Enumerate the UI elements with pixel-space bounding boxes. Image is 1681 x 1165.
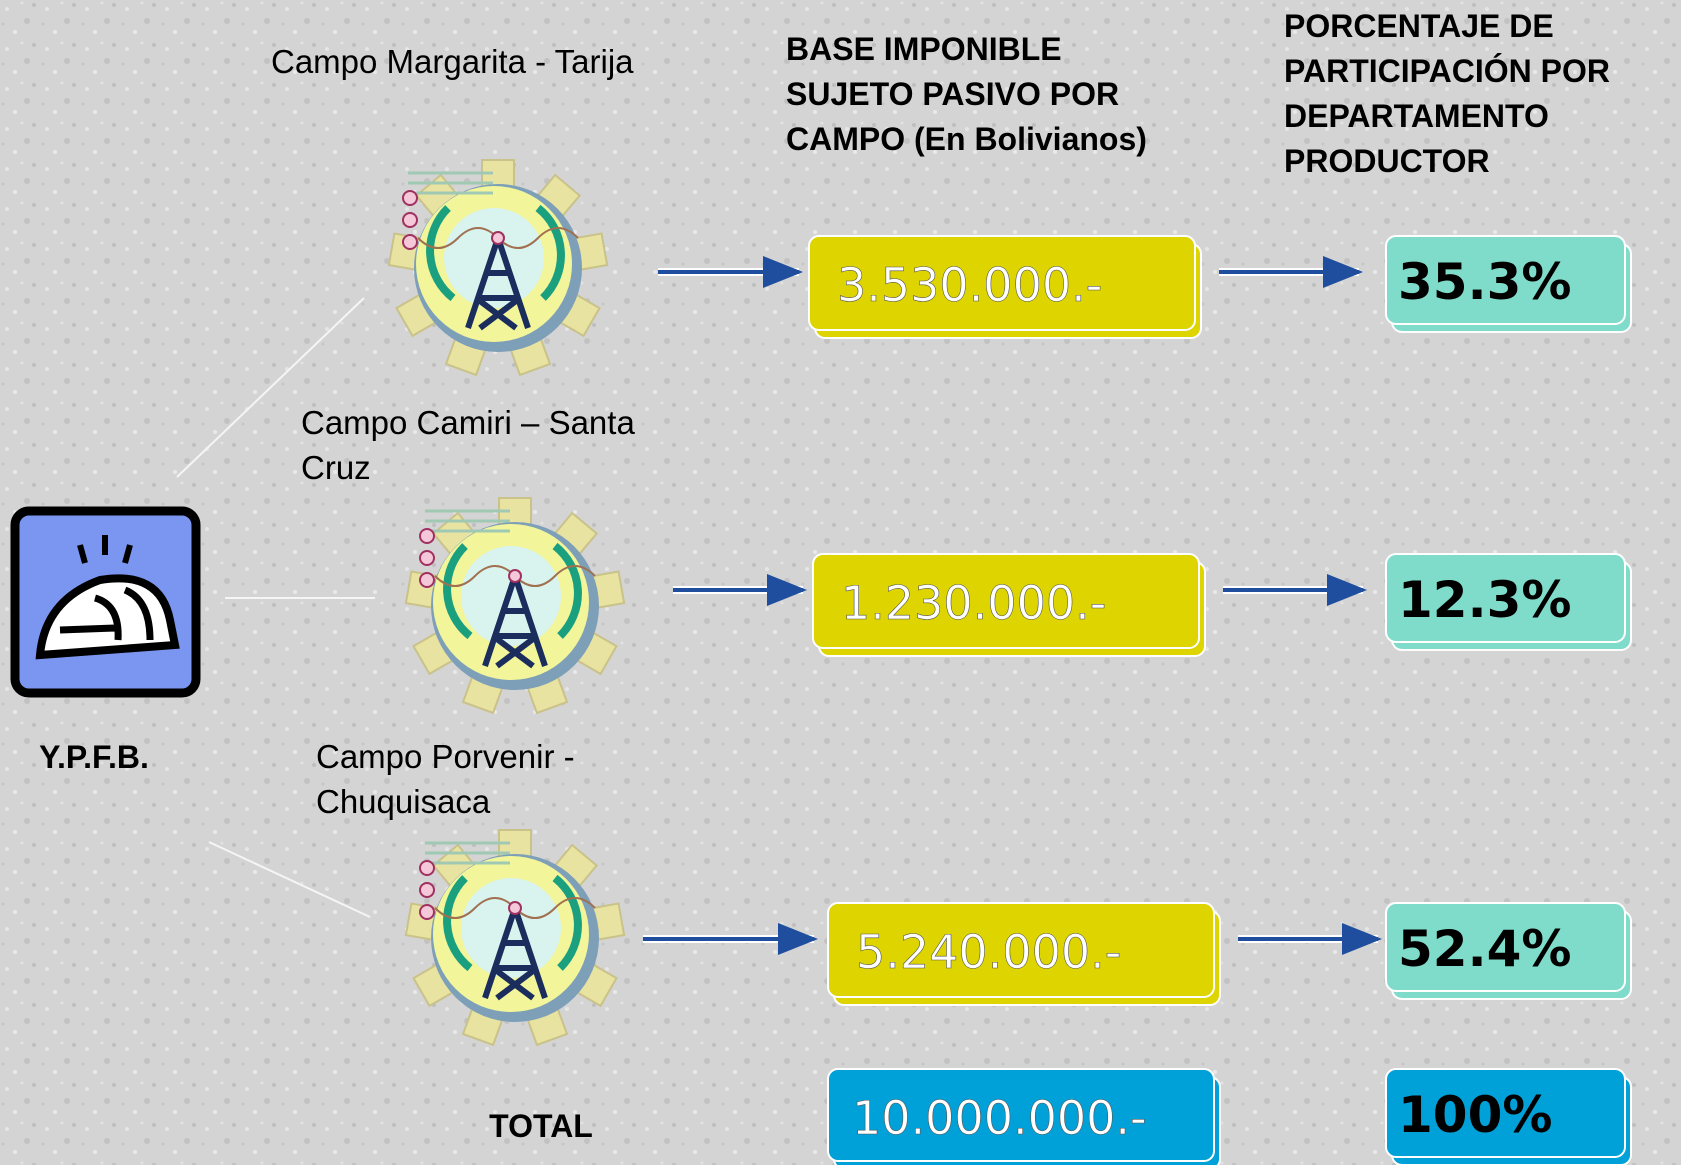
field-label: Cruz [301,449,371,486]
field-label: Campo Margarita - Tarija [271,43,634,80]
percent-header: PORCENTAJE DE [1284,8,1554,44]
percent-value: 52.4% [1398,920,1571,978]
base-value: 1.230.000.- [841,576,1106,630]
slide: Y.P.F.B. BASE IMPONIBLE SUJETO PASIVO POR… [0,0,1681,1165]
field-label: Campo Porvenir - [316,738,575,775]
base-value: 5.240.000.- [856,925,1121,979]
base-header: SUJETO PASIVO POR [786,76,1119,112]
percent-header: PRODUCTOR [1284,143,1490,179]
base-value: 3.530.000.- [837,258,1102,312]
ypfb-icon [15,511,196,693]
total-base: 10.000.000.- [852,1091,1147,1145]
percent-header: PARTICIPACIÓN POR [1284,53,1610,89]
percent-value: 12.3% [1398,571,1571,629]
total-label: TOTAL [489,1108,593,1144]
total-percent: 100% [1398,1086,1552,1144]
base-header: CAMPO (En Bolivianos) [786,121,1147,157]
field-label: Chuquisaca [316,783,491,820]
percent-value: 35.3% [1398,253,1571,311]
percent-header: DEPARTAMENTO [1284,98,1549,134]
company-label: Y.P.F.B. [39,739,149,775]
base-header: BASE IMPONIBLE [786,31,1062,67]
field-label: Campo Camiri – Santa [301,404,635,441]
